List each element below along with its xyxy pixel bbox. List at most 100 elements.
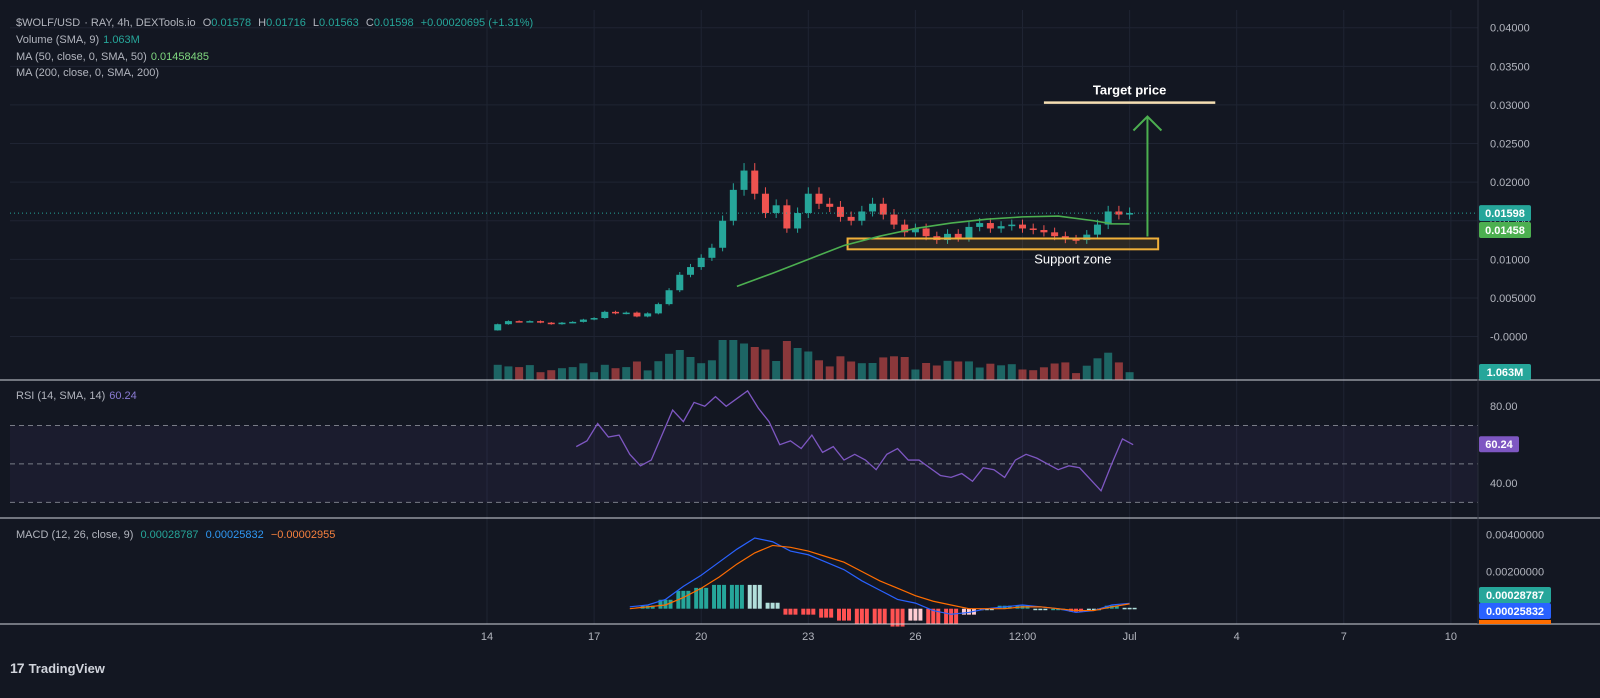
candle[interactable] [1104, 211, 1112, 225]
candle[interactable] [761, 193, 769, 214]
candle[interactable] [965, 226, 973, 238]
volume-bar[interactable] [600, 364, 609, 380]
candle[interactable] [890, 214, 898, 225]
candle[interactable] [986, 223, 994, 229]
volume-bar[interactable] [1007, 364, 1016, 380]
candle[interactable] [1008, 224, 1016, 227]
volume-bar[interactable] [825, 366, 834, 380]
volume-bar[interactable] [932, 365, 941, 381]
volume-bar[interactable] [557, 368, 566, 380]
volume-bar[interactable] [804, 351, 813, 381]
tradingview-logo[interactable]: 17 TradingView [10, 660, 105, 676]
volume-bar[interactable] [889, 356, 898, 380]
volume-bar[interactable] [761, 349, 770, 381]
volume-bar[interactable] [740, 343, 749, 381]
volume-bar[interactable] [1125, 372, 1134, 380]
candle[interactable] [686, 267, 694, 275]
candle[interactable] [569, 321, 577, 324]
ma50-line[interactable] [736, 215, 1130, 288]
rsi-line[interactable] [575, 389, 1134, 493]
price-pane[interactable]: Support zone Target price [10, 83, 1478, 380]
candle[interactable] [879, 203, 887, 215]
macd-legend[interactable]: MACD (12, 26, close, 9) 0.00028787 0.000… [16, 528, 339, 542]
candle[interactable] [1083, 234, 1091, 241]
candle[interactable] [654, 304, 662, 314]
volume-bar[interactable] [793, 348, 802, 380]
support-zone-box[interactable] [846, 237, 1160, 251]
candle[interactable] [869, 203, 877, 212]
candle[interactable] [751, 170, 759, 194]
volume-bar[interactable] [622, 367, 631, 380]
volume-bar[interactable] [782, 341, 791, 380]
volume-bar[interactable] [1104, 352, 1113, 380]
candle[interactable] [633, 312, 641, 317]
volume-bar[interactable] [1093, 358, 1102, 380]
volume-bar[interactable] [643, 370, 652, 380]
candle[interactable] [944, 233, 952, 241]
volume-bar[interactable] [504, 366, 513, 380]
volume-bar[interactable] [1039, 367, 1048, 380]
volume-bar[interactable] [654, 361, 663, 380]
candle[interactable] [537, 321, 545, 323]
candle[interactable] [836, 206, 844, 217]
volume-bar[interactable] [729, 340, 738, 380]
volume-bar[interactable] [675, 350, 684, 380]
candle[interactable] [1040, 230, 1048, 233]
volume-bar[interactable] [1050, 363, 1059, 381]
candle[interactable] [612, 311, 620, 314]
candle[interactable] [1093, 224, 1101, 235]
candle[interactable] [1126, 213, 1134, 215]
macd-pane[interactable] [629, 537, 1137, 627]
volume-bar[interactable] [1061, 362, 1070, 380]
candle[interactable] [858, 211, 866, 221]
candle[interactable] [794, 213, 802, 229]
rsi-legend[interactable]: RSI (14, SMA, 14) 60.24 [16, 389, 141, 403]
candle[interactable] [911, 228, 919, 233]
candle[interactable] [1019, 224, 1026, 229]
candle[interactable] [494, 324, 502, 331]
volume-bar[interactable] [815, 360, 824, 380]
candle[interactable] [804, 193, 812, 214]
volume-bar[interactable] [697, 363, 706, 380]
candle[interactable] [922, 228, 930, 237]
candle[interactable] [740, 170, 748, 190]
candle[interactable] [1029, 228, 1037, 231]
volume-bar[interactable] [1114, 362, 1123, 380]
candle[interactable] [976, 223, 984, 227]
volume-bar[interactable] [943, 360, 952, 380]
candle[interactable] [697, 257, 705, 268]
candle[interactable] [772, 205, 780, 214]
volume-bar[interactable] [964, 361, 973, 380]
volume-bar[interactable] [911, 369, 920, 381]
candle[interactable] [665, 290, 673, 305]
symbol-label[interactable]: $WOLF/USD [16, 17, 81, 29]
volume-bar[interactable] [986, 363, 995, 380]
candle[interactable] [901, 224, 909, 233]
volume-bar[interactable] [1072, 373, 1081, 380]
volume-bar[interactable] [515, 367, 524, 380]
candle[interactable] [504, 321, 512, 325]
volume-bar[interactable] [525, 365, 534, 380]
volume-bar[interactable] [547, 370, 556, 380]
candle[interactable] [729, 189, 737, 221]
ma50-legend[interactable]: MA (50, close, 0, SMA, 50) 0.01458485 [16, 50, 213, 64]
candle[interactable] [547, 322, 555, 325]
candle[interactable] [558, 322, 566, 325]
volume-bar[interactable] [1018, 369, 1027, 381]
volume-bar[interactable] [665, 353, 674, 380]
volume-bar[interactable] [772, 361, 781, 380]
volume-bar[interactable] [579, 363, 588, 380]
volume-bar[interactable] [568, 367, 577, 380]
volume-bar[interactable] [536, 372, 545, 380]
volume-bar[interactable] [1029, 370, 1038, 380]
candle[interactable] [622, 312, 630, 315]
candle[interactable] [708, 247, 716, 258]
candle[interactable] [526, 321, 534, 323]
signal-line[interactable] [629, 544, 1130, 612]
candle[interactable] [644, 313, 652, 317]
volume-bar[interactable] [997, 365, 1006, 380]
rsi-pane[interactable] [10, 389, 1478, 503]
candle[interactable] [1051, 232, 1059, 237]
volume-bar[interactable] [750, 347, 759, 380]
